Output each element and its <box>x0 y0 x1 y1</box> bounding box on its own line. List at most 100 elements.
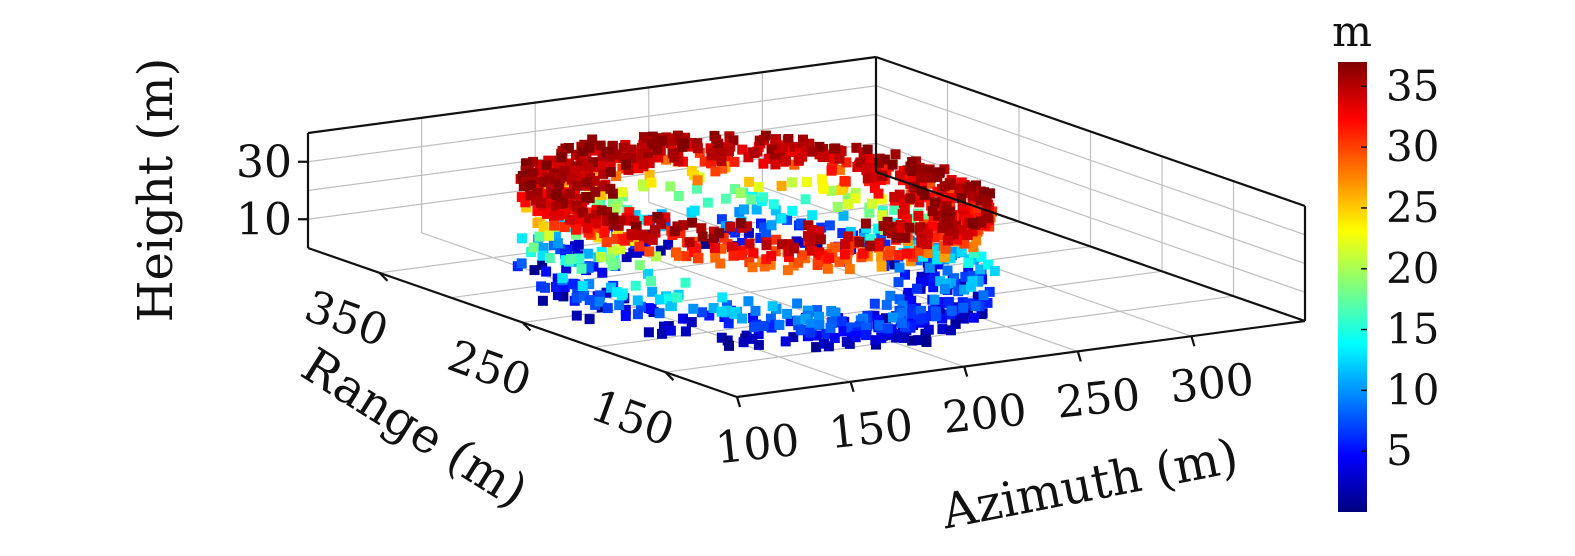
x-tick-label: 150 <box>827 400 916 459</box>
point-marker <box>750 305 761 316</box>
point-marker <box>914 224 925 235</box>
point-marker <box>975 195 986 206</box>
point-marker <box>647 286 658 297</box>
point-marker <box>814 311 824 322</box>
point-marker <box>520 197 531 208</box>
point-marker <box>596 189 607 200</box>
point-marker <box>743 152 754 163</box>
point-marker <box>767 301 778 312</box>
point-marker <box>738 337 749 348</box>
point-marker <box>643 303 654 314</box>
point-marker <box>904 222 915 233</box>
point-marker <box>932 171 943 182</box>
point-marker <box>595 251 606 262</box>
point-marker <box>963 264 974 275</box>
point-marker <box>728 242 739 253</box>
point-marker <box>716 332 727 343</box>
point-marker <box>646 139 657 150</box>
point-marker <box>876 332 887 343</box>
point-marker <box>720 193 731 204</box>
point-marker <box>963 257 974 268</box>
point-marker <box>621 252 632 263</box>
point-marker <box>549 211 559 222</box>
point-marker <box>862 173 873 184</box>
point-marker <box>905 193 916 204</box>
point-marker <box>869 298 880 309</box>
point-marker <box>669 226 680 237</box>
point-marker <box>657 328 667 339</box>
point-marker <box>895 219 906 230</box>
point-marker <box>652 133 662 144</box>
point-marker <box>913 245 924 256</box>
point-marker <box>610 203 621 214</box>
point-marker <box>822 263 833 274</box>
point-marker <box>615 244 626 255</box>
point-marker <box>960 271 971 282</box>
point-marker <box>916 271 927 282</box>
point-marker <box>891 332 902 343</box>
point-marker <box>630 221 641 232</box>
point-marker <box>864 207 875 218</box>
point-marker <box>929 197 940 208</box>
point-marker <box>621 159 631 170</box>
point-marker <box>744 257 755 268</box>
point-marker <box>654 294 665 305</box>
point-marker <box>802 231 813 241</box>
point-marker <box>587 134 598 145</box>
y-tick-mark <box>521 321 532 332</box>
point-marker <box>544 230 555 241</box>
point-marker <box>583 248 594 259</box>
point-marker <box>753 182 764 192</box>
point-marker <box>534 231 545 242</box>
x-tick-label: 100 <box>713 415 802 474</box>
point-marker <box>700 238 711 249</box>
point-marker <box>876 194 887 205</box>
point-marker <box>607 188 618 199</box>
point-marker <box>985 188 995 199</box>
point-marker <box>558 291 569 302</box>
point-marker <box>516 192 527 203</box>
point-marker <box>688 303 699 314</box>
point-marker <box>839 249 850 260</box>
point-marker <box>630 280 641 291</box>
point-marker <box>783 246 794 257</box>
point-marker <box>652 211 663 222</box>
point-marker <box>608 245 618 256</box>
point-marker <box>824 253 835 263</box>
point-marker <box>537 259 548 270</box>
point-marker <box>827 316 838 327</box>
point-marker <box>783 134 794 144</box>
point-marker <box>945 325 956 336</box>
point-marker <box>611 233 622 244</box>
point-marker <box>982 297 993 308</box>
point-marker <box>578 147 588 158</box>
point-marker <box>861 322 872 333</box>
point-marker <box>620 305 631 315</box>
point-marker <box>921 239 932 250</box>
point-marker <box>537 250 548 261</box>
point-marker <box>951 220 961 231</box>
point-marker <box>536 198 546 209</box>
point-marker <box>881 313 892 324</box>
point-marker <box>638 181 649 192</box>
point-marker <box>629 215 640 226</box>
point-marker <box>730 309 741 320</box>
point-marker <box>584 142 595 153</box>
point-marker <box>892 232 902 243</box>
point-marker <box>784 252 794 262</box>
point-marker <box>630 210 641 220</box>
point-marker <box>697 307 707 318</box>
point-marker <box>791 236 802 247</box>
point-marker <box>620 311 631 321</box>
point-marker <box>807 146 818 157</box>
point-marker <box>917 164 928 175</box>
point-marker <box>529 265 540 276</box>
point-marker <box>812 260 823 270</box>
point-marker <box>861 165 872 176</box>
point-marker <box>566 174 577 185</box>
point-marker <box>843 231 854 242</box>
point-marker <box>681 251 692 262</box>
point-marker <box>937 324 948 335</box>
